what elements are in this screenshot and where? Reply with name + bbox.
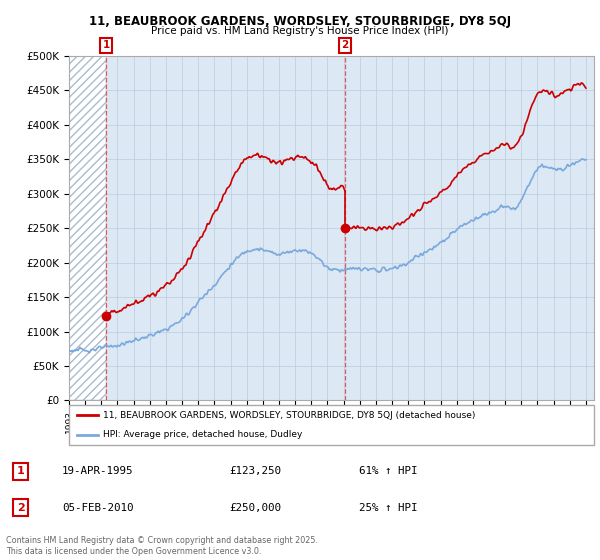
Text: 11, BEAUBROOK GARDENS, WORDSLEY, STOURBRIDGE, DY8 5QJ (detached house): 11, BEAUBROOK GARDENS, WORDSLEY, STOURBR…	[103, 411, 476, 420]
Text: 61% ↑ HPI: 61% ↑ HPI	[359, 466, 418, 476]
Text: £123,250: £123,250	[229, 466, 281, 476]
Text: HPI: Average price, detached house, Dudley: HPI: Average price, detached house, Dudl…	[103, 430, 302, 439]
Text: 11, BEAUBROOK GARDENS, WORDSLEY, STOURBRIDGE, DY8 5QJ: 11, BEAUBROOK GARDENS, WORDSLEY, STOURBR…	[89, 15, 511, 28]
Text: Price paid vs. HM Land Registry's House Price Index (HPI): Price paid vs. HM Land Registry's House …	[151, 26, 449, 36]
Text: Contains HM Land Registry data © Crown copyright and database right 2025.
This d: Contains HM Land Registry data © Crown c…	[6, 536, 318, 556]
Text: 19-APR-1995: 19-APR-1995	[62, 466, 133, 476]
Text: 05-FEB-2010: 05-FEB-2010	[62, 502, 133, 512]
Text: 2: 2	[17, 502, 25, 512]
Text: 2: 2	[341, 40, 349, 50]
Text: 1: 1	[17, 466, 25, 476]
Text: 1: 1	[103, 40, 110, 50]
Text: 25% ↑ HPI: 25% ↑ HPI	[359, 502, 418, 512]
Text: £250,000: £250,000	[229, 502, 281, 512]
